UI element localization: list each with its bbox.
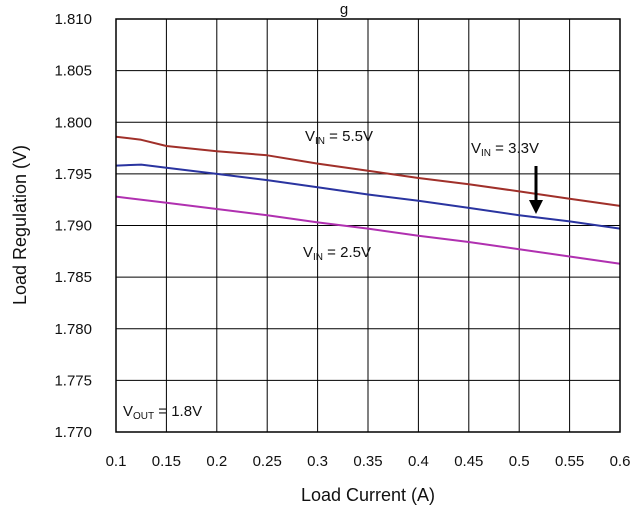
x-tick-label: 0.1 bbox=[106, 453, 127, 470]
annotation-vin-5-5v: VIN = 5.5V bbox=[305, 128, 373, 147]
series-line-2 bbox=[115, 195, 621, 265]
y-tick-label: 1.810 bbox=[54, 11, 92, 28]
y-tick-label: 1.770 bbox=[54, 424, 92, 441]
x-tick-labels: 0.1 0.15 0.2 0.25 0.3 0.35 0.4 0.45 0.5 0.55 0.6 bbox=[106, 453, 631, 470]
grid-lines bbox=[115, 18, 621, 433]
y-tick-label: 1.795 bbox=[54, 166, 92, 183]
y-tick-label: 1.805 bbox=[54, 63, 92, 80]
x-tick-label: 0.45 bbox=[454, 453, 483, 470]
y-axis-title: Load Regulation (V) bbox=[10, 145, 30, 305]
x-tick-label: 0.5 bbox=[509, 453, 530, 470]
x-axis-title: Load Current (A) bbox=[301, 485, 435, 505]
annotation-vin-3-3v: VIN = 3.3V bbox=[471, 140, 539, 159]
x-tick-label: 0.4 bbox=[408, 453, 429, 470]
x-tick-label: 0.2 bbox=[206, 453, 227, 470]
y-tick-label: 1.780 bbox=[54, 321, 92, 338]
title-fragment: g bbox=[340, 1, 348, 18]
x-tick-label: 0.35 bbox=[353, 453, 382, 470]
annotation-vout-1-8v: VOUT = 1.8V bbox=[123, 403, 202, 422]
y-tick-label: 1.790 bbox=[54, 218, 92, 235]
x-tick-label: 0.3 bbox=[307, 453, 328, 470]
plot-frame bbox=[115, 18, 621, 433]
y-tick-labels: 1.810 1.805 1.800 1.795 1.790 1.785 1.780 1.775… bbox=[54, 11, 92, 441]
annotation-vin-2-5v: VIN = 2.5V bbox=[303, 244, 371, 263]
y-tick-label: 1.800 bbox=[54, 114, 92, 131]
x-tick-label: 0.15 bbox=[152, 453, 181, 470]
x-tick-label: 0.25 bbox=[253, 453, 282, 470]
arrow-down-icon bbox=[529, 166, 543, 214]
series-line-1 bbox=[115, 163, 621, 230]
y-tick-label: 1.785 bbox=[54, 269, 92, 286]
y-tick-label: 1.775 bbox=[54, 372, 92, 389]
x-tick-label: 0.6 bbox=[610, 453, 631, 470]
series-line-0 bbox=[115, 135, 621, 207]
x-tick-label: 0.55 bbox=[555, 453, 584, 470]
series-lines bbox=[115, 135, 621, 265]
